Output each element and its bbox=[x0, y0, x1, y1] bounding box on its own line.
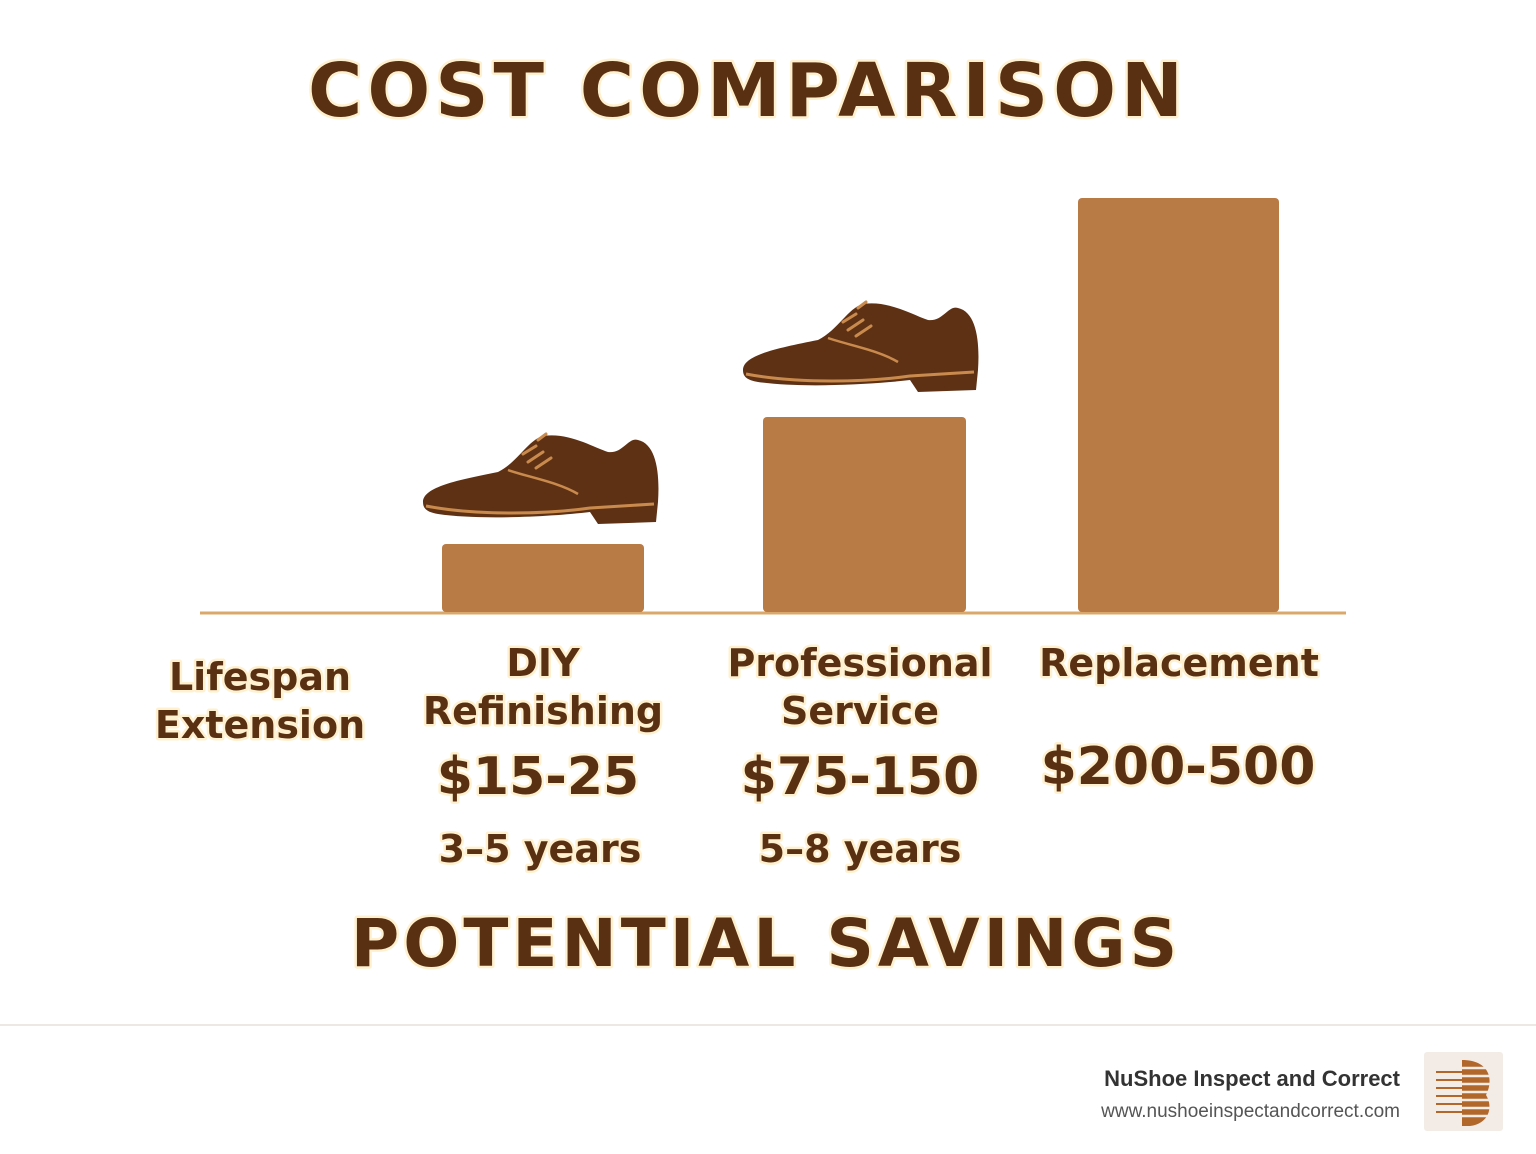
title: COST COMPARISON bbox=[308, 48, 1188, 134]
bar bbox=[763, 417, 966, 612]
brand-name: NuShoe Inspect and Correct bbox=[1104, 1066, 1401, 1091]
column-label: DIY bbox=[506, 641, 580, 685]
lifespan: 3–5 years bbox=[439, 827, 642, 871]
bar bbox=[442, 544, 644, 612]
column-label: Service bbox=[781, 689, 939, 733]
bar bbox=[1078, 198, 1279, 612]
logo bbox=[1424, 1052, 1503, 1131]
row-label: Lifespan bbox=[169, 655, 351, 699]
row-label: Extension bbox=[155, 703, 365, 747]
bottom-heading: POTENTIAL SAVINGS bbox=[351, 905, 1181, 982]
brand-url: www.nushoeinspectandcorrect.com bbox=[1100, 1101, 1400, 1122]
price: $75-150 bbox=[741, 747, 980, 807]
price: $200-500 bbox=[1041, 737, 1316, 797]
price: $15-25 bbox=[437, 747, 640, 807]
shoe-icon bbox=[741, 300, 980, 394]
column-label: Replacement bbox=[1039, 641, 1319, 685]
lifespan: 5–8 years bbox=[759, 827, 962, 871]
column-label: Refinishing bbox=[423, 689, 663, 733]
column-label: Professional bbox=[727, 641, 992, 685]
shoe-icon bbox=[421, 432, 660, 526]
